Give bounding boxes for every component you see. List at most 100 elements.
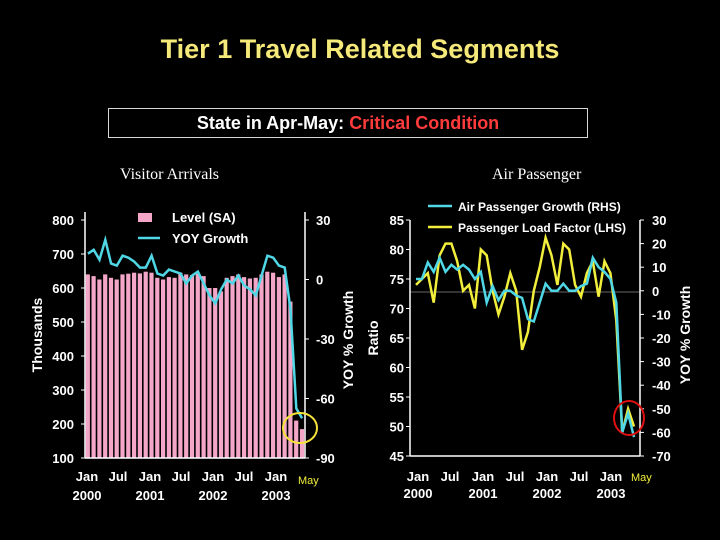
- left-level-bar: [97, 279, 102, 458]
- right-y-tick-label: 85: [390, 213, 404, 228]
- legend-load-factor-label: Passenger Load Factor (LHS): [458, 221, 626, 235]
- left-level-bar: [259, 274, 264, 458]
- right-y-tick-label: 45: [390, 449, 404, 464]
- right-y2-tick-label: 20: [652, 237, 666, 252]
- right-y-tick-label: 50: [390, 420, 404, 435]
- left-level-bar: [230, 276, 235, 458]
- right-highlight-circle: [613, 400, 645, 436]
- left-level-bar: [265, 271, 270, 458]
- right-ylabel: Ratio: [365, 321, 381, 356]
- state-status: Critical Condition: [349, 113, 500, 133]
- left-y-tick-label: 700: [52, 247, 74, 262]
- right-y-tick-label: 80: [390, 243, 404, 258]
- air-passenger-title: Air Passenger: [492, 166, 582, 183]
- right-y2-tick-label: 10: [652, 260, 666, 275]
- left-highlight-circle: [282, 412, 318, 444]
- right-x-tick-label: Jan: [407, 469, 429, 484]
- left-may-annotation: May: [298, 475, 319, 487]
- page-title: Tier 1 Travel Related Segments: [160, 34, 560, 64]
- air-passenger-chart: 85 80 75 70 65 60 55 50 45 30 20 10 0 -10 -20 -30 -40 -50…: [365, 200, 693, 501]
- left-y2-tick-label: 30: [316, 213, 330, 228]
- left-level-bar: [137, 273, 142, 458]
- left-level-bar: [184, 274, 189, 458]
- left-x-tick-label: Jul: [109, 469, 128, 484]
- right-y2-tick-label: -50: [652, 402, 671, 417]
- left-x-tick-label: Jan: [139, 469, 161, 484]
- left-level-bar: [143, 271, 148, 458]
- left-level-bar: [166, 277, 171, 458]
- right-x-tick-label: Jul: [506, 469, 525, 484]
- legend-level-label: Level (SA): [172, 210, 236, 225]
- state-prefix: State in Apr-May:: [196, 113, 345, 133]
- right-y-tick-label: 60: [390, 361, 404, 376]
- right-y2-tick-label: -40: [652, 378, 671, 393]
- left-x-tick-label: Jul: [235, 469, 254, 484]
- left-level-bar: [236, 274, 241, 458]
- right-year-label: 2001: [469, 486, 498, 501]
- right-x-tick-label: Jan: [600, 469, 622, 484]
- right-y2-tick-label: -10: [652, 307, 671, 322]
- left-x-tick-label: Jan: [265, 469, 287, 484]
- left-level-bar: [155, 277, 160, 458]
- right-may-annotation: May: [631, 472, 652, 484]
- left-level-bar: [294, 420, 299, 458]
- left-x-tick-label: Jul: [172, 469, 191, 484]
- right-growth-line: [416, 254, 636, 438]
- left-level-bar: [189, 275, 195, 458]
- left-y-tick-label: 100: [52, 451, 74, 466]
- right-y2-tick-label: -60: [652, 425, 671, 440]
- left-level-bar: [103, 274, 108, 458]
- left-y2label: YOY % Growth: [340, 291, 356, 390]
- left-level-bar: [132, 272, 137, 458]
- left-year-label: 2000: [73, 488, 102, 503]
- right-y2-tick-label: 0: [652, 284, 659, 299]
- legend-level-swatch: [138, 213, 152, 222]
- left-y2-tick-label: -30: [316, 332, 335, 347]
- legend-air-growth-label: Air Passenger Growth (RHS): [458, 200, 621, 214]
- left-level-bar: [201, 276, 206, 458]
- left-level-bar: [161, 279, 166, 458]
- right-year-label: 2002: [533, 486, 562, 501]
- left-y-tick-label: 200: [52, 417, 74, 432]
- left-year-label: 2001: [136, 488, 165, 503]
- left-year-label: 2003: [262, 488, 291, 503]
- left-level-bar: [242, 277, 247, 458]
- legend-yoy-label: YOY Growth: [172, 231, 248, 246]
- left-level-bar: [172, 277, 177, 458]
- left-level-bar: [224, 277, 229, 458]
- right-y-tick-label: 70: [390, 302, 404, 317]
- left-y-tick-label: 800: [52, 213, 74, 228]
- left-ylabel: Thousands: [29, 297, 45, 372]
- state-banner: State in Apr-May: Critical Condition: [108, 108, 588, 138]
- left-y-tick-label: 500: [52, 315, 74, 330]
- left-level-bar: [120, 274, 125, 458]
- left-level-bar: [91, 276, 96, 458]
- right-y-tick-label: 75: [390, 272, 404, 287]
- left-level-bar: [253, 277, 258, 458]
- left-level-bar: [149, 272, 154, 458]
- left-level-bar: [126, 273, 131, 458]
- right-y2-tick-label: -20: [652, 331, 671, 346]
- right-y2-tick-label: 30: [652, 213, 666, 228]
- left-level-bar: [178, 272, 183, 458]
- right-year-label: 2000: [404, 486, 433, 501]
- right-x-tick-label: Jan: [536, 469, 558, 484]
- left-level-bar: [207, 288, 212, 458]
- right-x-tick-label: Jan: [472, 469, 494, 484]
- right-y2label: YOY % Growth: [677, 286, 693, 385]
- left-growth-line: [87, 234, 304, 419]
- left-y-tick-label: 400: [52, 349, 74, 364]
- left-y-tick-label: 600: [52, 281, 74, 296]
- left-level-bar: [195, 273, 200, 458]
- left-year-label: 2002: [199, 488, 228, 503]
- left-level-bar: [276, 277, 281, 458]
- right-y2-tick-label: -70: [652, 449, 671, 464]
- left-x-tick-label: Jan: [76, 469, 98, 484]
- left-level-bar: [288, 301, 293, 458]
- left-level-bar: [282, 274, 287, 458]
- right-x-tick-label: Jul: [441, 469, 460, 484]
- left-level-bar: [218, 291, 224, 458]
- visitor-arrivals-title: Visitor Arrivals: [120, 166, 220, 183]
- left-level-bar: [213, 288, 218, 458]
